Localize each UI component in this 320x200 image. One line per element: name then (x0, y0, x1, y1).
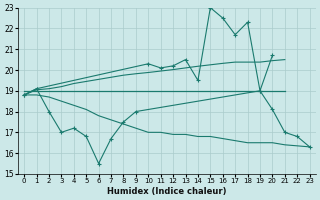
X-axis label: Humidex (Indice chaleur): Humidex (Indice chaleur) (107, 187, 227, 196)
